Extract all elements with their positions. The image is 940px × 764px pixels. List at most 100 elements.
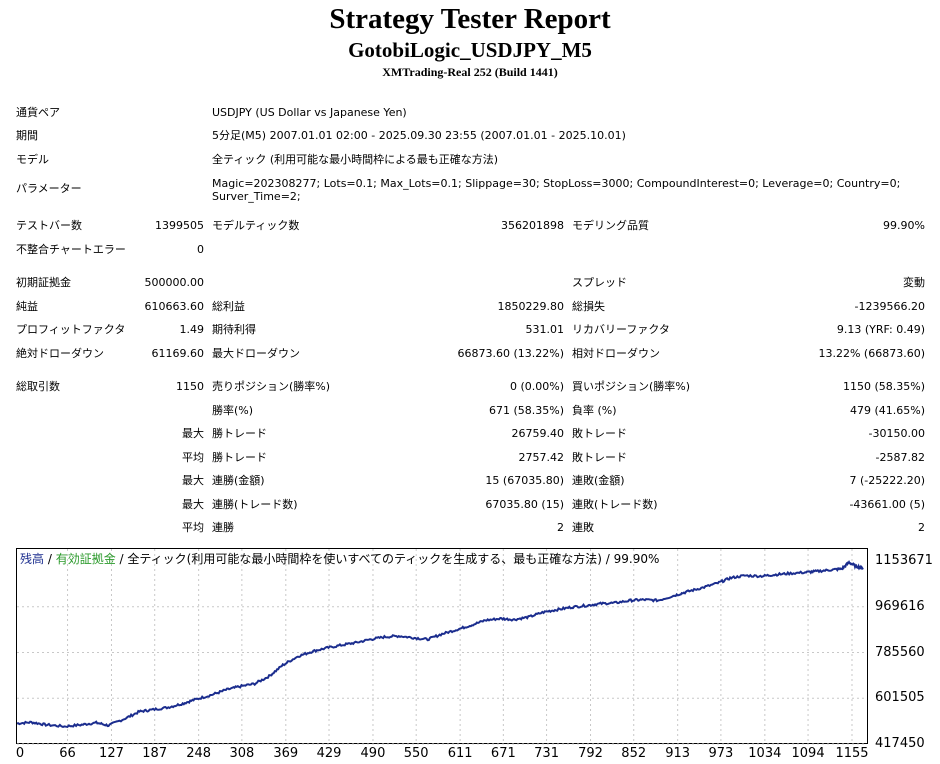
info-row-params: パラメーター (0, 180, 940, 198)
x-tick-label: 792 (578, 746, 603, 761)
x-tick-label: 248 (186, 746, 212, 761)
short-label: 売りポジション(勝率%) (212, 380, 331, 393)
period-value: 5分足(M5) 2007.01.01 02:00 - 2025.09.30 23… (212, 129, 626, 142)
x-tick-label: 1034 (748, 746, 782, 761)
x-tick-label: 550 (403, 746, 429, 761)
balance-chart (16, 548, 868, 744)
stats-row-trades: 総取引数 1150 売りポジション(勝率%) 0 (0.00%) 買いポジション… (0, 378, 940, 396)
detail-label-1: 連勝(金額) (212, 474, 265, 487)
stats-row-bars: テストバー数 1399505 モデルティック数 356201898 モデリング品… (0, 217, 940, 235)
quality-value: 99.90% (883, 219, 925, 232)
report-title: Strategy Tester Report (329, 3, 611, 35)
detail-prefix: 平均 (182, 451, 204, 464)
detail-prefix: 最大 (182, 427, 204, 440)
legend-balance: 残高 (20, 552, 45, 566)
chart-legend: 残高 / 有効証拠金 / 全ティック(利用可能な最小時間枠を使いすべてのティック… (20, 551, 659, 567)
win-label: 勝率(%) (212, 404, 254, 417)
gross-profit-label: 総利益 (212, 300, 245, 313)
detail-label-1: 連勝 (212, 521, 234, 534)
x-tick-label: 1155 (835, 746, 869, 761)
ticks-value: 356201898 (501, 219, 564, 232)
model-value: 全ティック (利用可能な最小時間枠による最も正確な方法) (212, 153, 499, 166)
detail-prefix: 最大 (182, 498, 204, 511)
detail-label-2: 連敗(トレード数) (572, 498, 658, 511)
expected-label: 期待利得 (212, 323, 256, 336)
detail-label-2: 敗トレード (572, 427, 627, 440)
bars-value: 1399505 (155, 219, 204, 232)
x-tick-label: 308 (229, 746, 255, 761)
mismatch-label: 不整合チャートエラー (16, 243, 126, 256)
pf-value: 1.49 (179, 323, 205, 336)
detail-prefix: 平均 (182, 521, 204, 534)
detail-label-2: 敗トレード (572, 451, 627, 464)
loss-value: 479 (41.65%) (849, 404, 925, 417)
x-tick-label: 1094 (791, 746, 825, 761)
y-tick-label: 785560 (875, 644, 925, 660)
x-tick-label: 671 (490, 746, 516, 761)
detail-row: 最大 連勝(金額) 15 (67035.80) 連敗(金額) 7 (-25222… (0, 472, 940, 490)
y-tick-label: 1153671 (875, 553, 933, 568)
net-value: 610663.60 (144, 300, 205, 313)
symbol-value: USDJPY (US Dollar vs Japanese Yen) (212, 106, 407, 119)
y-tick-label: 601505 (875, 690, 925, 706)
info-row-period: 期間 5分足(M5) 2007.01.01 02:00 - 2025.09.30… (0, 127, 940, 145)
x-tick-label: 369 (273, 746, 299, 761)
x-tick-label: 0 (15, 746, 25, 761)
x-tick-label: 852 (621, 746, 647, 761)
detail-label-1: 勝トレード (212, 451, 267, 464)
y-tick-label: 417450 (875, 736, 925, 751)
trades-label: 総取引数 (16, 380, 60, 393)
spread-label: スプレッド (572, 276, 627, 289)
stats-row-mismatch: 不整合チャートエラー 0 (0, 241, 940, 259)
spread-value: 変動 (903, 276, 925, 289)
abs-dd-value: 61169.60 (151, 347, 205, 360)
report-server: XMTrading-Real 252 (Build 1441) (382, 65, 558, 79)
info-row-model: モデル 全ティック (利用可能な最小時間枠による最も正確な方法) (0, 151, 940, 169)
gross-loss-value: -1239566.20 (854, 300, 925, 313)
detail-value-1: 2 (557, 521, 564, 534)
detail-value-2: 7 (-25222.20) (849, 474, 925, 487)
x-tick-label: 66 (59, 746, 76, 761)
report-subtitle: GotobiLogic_USDJPY_M5 (348, 38, 592, 62)
abs-dd-label: 絶対ドローダウン (16, 347, 104, 360)
x-tick-label: 490 (360, 746, 386, 761)
symbol-label: 通貨ペア (16, 106, 60, 119)
long-value: 1150 (58.35%) (842, 380, 925, 393)
y-tick-label: 969616 (875, 598, 925, 614)
detail-row: 平均 連勝 2 連敗 2 (0, 519, 940, 537)
recovery-label: リカバリーファクタ (572, 323, 670, 336)
max-dd-label: 最大ドローダウン (212, 347, 300, 360)
win-value: 671 (58.35%) (488, 404, 564, 417)
detail-label-2: 連敗(金額) (572, 474, 625, 487)
stats-row-net: 純益 610663.60 総利益 1850229.80 総損失 -1239566… (0, 298, 940, 316)
detail-value-2: 2 (918, 521, 925, 534)
net-label: 純益 (16, 300, 38, 313)
pf-label: プロフィットファクタ (16, 323, 126, 336)
detail-value-1: 2757.42 (518, 451, 565, 464)
legend-separator: / (44, 552, 56, 566)
detail-label-1: 連勝(トレード数) (212, 498, 298, 511)
expected-value: 531.01 (525, 323, 565, 336)
mismatch-value: 0 (197, 243, 204, 256)
balance-series-line (16, 560, 864, 728)
legend-equity: 有効証拠金 (55, 552, 116, 566)
quality-label: モデリング品質 (572, 219, 649, 232)
stats-row-winrate: 勝率(%) 671 (58.35%) 負率 (%) 479 (41.65%) (0, 402, 940, 420)
params-label: パラメーター (16, 182, 82, 195)
trades-value: 1150 (176, 380, 204, 393)
x-tick-label: 187 (142, 746, 168, 761)
max-dd-value: 66873.60 (13.22%) (457, 347, 564, 360)
bars-label: テストバー数 (16, 219, 82, 232)
params-value: Magic=202308277; Lots=0.1; Max_Lots=0.1;… (212, 177, 901, 203)
legend-description: / 全ティック(利用可能な最小時間枠を使いすべてのティックを生成する、最も正確な… (115, 552, 660, 566)
model-label: モデル (16, 153, 49, 166)
detail-value-1: 26759.40 (511, 427, 565, 440)
short-value: 0 (0.00%) (509, 380, 564, 393)
detail-prefix: 最大 (182, 474, 204, 487)
x-tick-label: 731 (534, 746, 559, 761)
gross-loss-label: 総損失 (572, 300, 605, 313)
loss-label: 負率 (%) (572, 404, 617, 417)
x-tick-label: 973 (708, 746, 734, 761)
detail-value-2: -43661.00 (5) (849, 498, 925, 511)
